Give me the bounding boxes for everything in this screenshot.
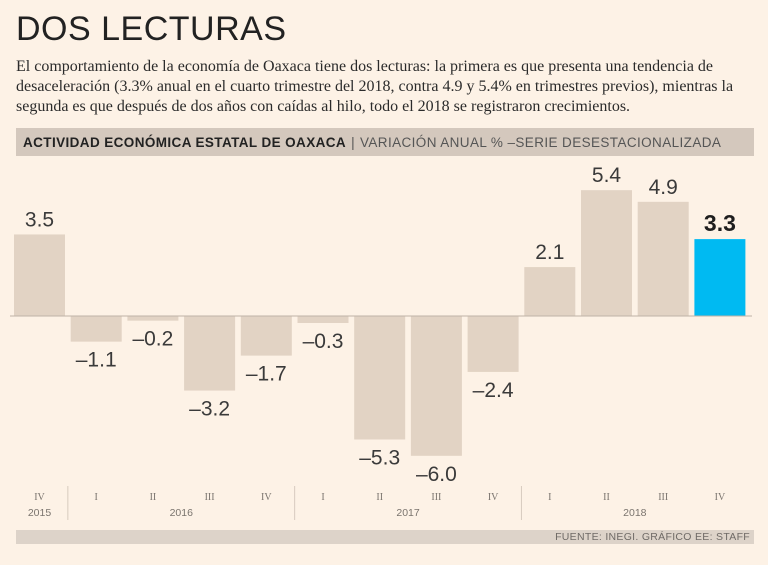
year-label: 2016 (170, 507, 194, 519)
bar (127, 316, 179, 321)
x-tick-label: III (658, 492, 668, 503)
bar (637, 201, 689, 316)
bar (410, 316, 462, 456)
bar-value-label: 3.5 (25, 208, 54, 231)
source-note: FUENTE: INEGI. GRÁFICO EE: STAFF (555, 531, 750, 543)
bar-highlight (694, 239, 746, 316)
year-label: 2018 (623, 507, 647, 519)
x-tick-label: I (548, 492, 551, 503)
bar-value-label: –1.7 (246, 363, 287, 386)
bar-chart: 3.5IV–1.1I–0.2II–3.2III–1.7IV–0.3I–5.3II… (10, 164, 752, 520)
bar-value-label: –2.4 (473, 379, 514, 402)
bar-value-label: 5.4 (592, 164, 622, 187)
bar (240, 316, 292, 356)
chart-subtitle: VARIACIÓN ANUAL % –SERIE DESESTACIONALIZ… (359, 134, 722, 150)
x-tick-label: IV (715, 492, 726, 503)
source-bar: FUENTE: INEGI. GRÁFICO EE: STAFF (16, 530, 754, 544)
x-tick-label: IV (261, 492, 272, 503)
x-tick-label: II (150, 492, 157, 503)
bar (184, 316, 236, 391)
bar (467, 316, 519, 372)
chart-header: ACTIVIDAD ECONÓMICA ESTATAL DE OAXACA | … (16, 128, 754, 156)
bar-value-label: 4.9 (649, 176, 678, 199)
page-title: DOS LECTURAS (16, 10, 287, 48)
bar (297, 316, 349, 323)
x-tick-label: II (376, 492, 383, 503)
bar (70, 316, 122, 342)
bar (14, 234, 65, 316)
bar-value-label: 3.3 (704, 210, 736, 236)
x-tick-label: IV (488, 492, 499, 503)
bar-value-label: –0.2 (132, 328, 173, 351)
page-subtitle: El comportamiento de la economía de Oaxa… (16, 58, 734, 115)
x-tick-label: III (431, 492, 441, 503)
bar-value-label: –3.2 (189, 398, 230, 421)
bar-value-label: –6.0 (416, 463, 457, 486)
bar (524, 267, 576, 316)
bar-value-label: –1.1 (76, 349, 117, 372)
x-tick-label: II (603, 492, 610, 503)
year-label: 2015 (28, 507, 52, 519)
x-tick-label: I (321, 492, 324, 503)
x-tick-label: IV (34, 492, 45, 503)
bar (581, 190, 632, 316)
chart-header-separator: | (351, 134, 355, 150)
bar-value-label: 2.1 (535, 241, 564, 264)
chart-title: ACTIVIDAD ECONÓMICA ESTATAL DE OAXACA (23, 134, 347, 150)
bar-value-label: –0.3 (303, 330, 344, 353)
bar-value-label: –5.3 (359, 446, 400, 469)
x-tick-label: I (95, 492, 98, 503)
year-label: 2017 (396, 507, 420, 519)
x-tick-label: III (205, 492, 215, 503)
bar (354, 316, 406, 440)
